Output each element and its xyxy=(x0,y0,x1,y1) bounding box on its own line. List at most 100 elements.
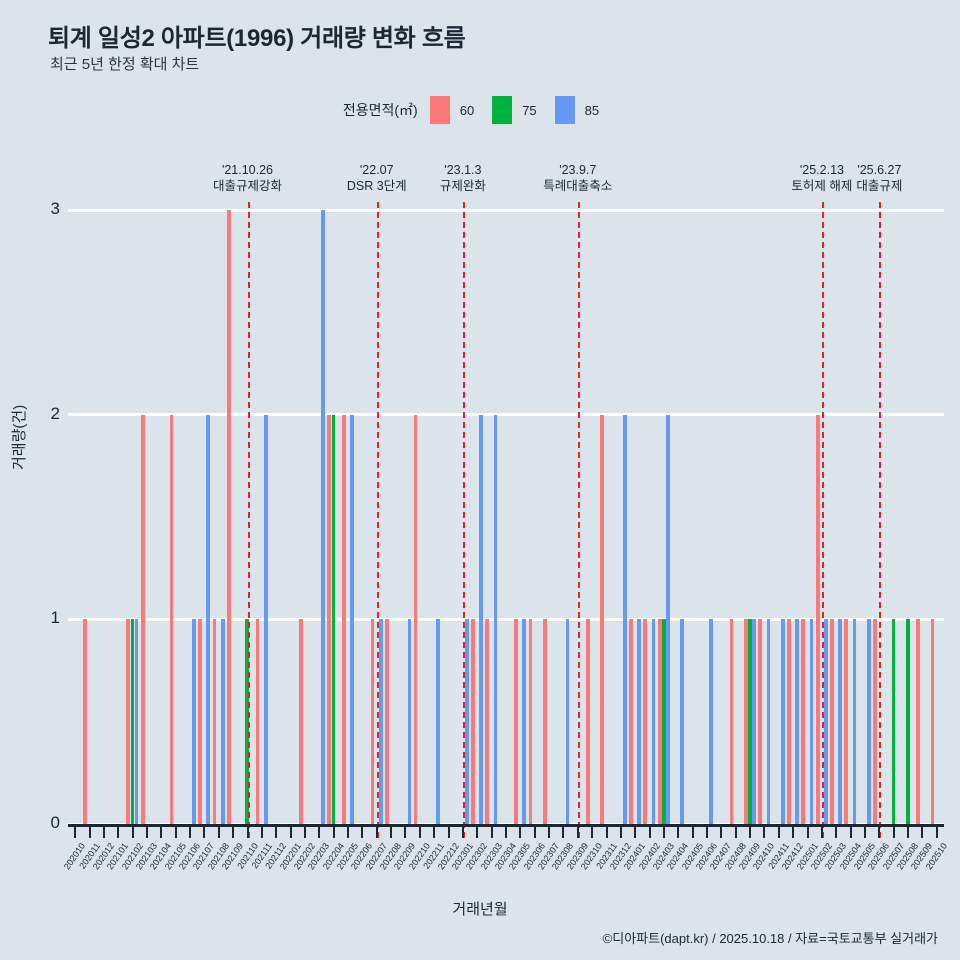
x-tick xyxy=(318,827,321,838)
legend-item-60[interactable]: 60 xyxy=(429,96,474,124)
bar[interactable] xyxy=(126,619,131,824)
legend-swatch-75 xyxy=(492,96,513,124)
bar[interactable] xyxy=(906,619,910,824)
bar[interactable] xyxy=(514,619,518,824)
bar[interactable] xyxy=(873,619,877,824)
x-tick xyxy=(347,827,350,838)
annotation-date: '25.2.13 xyxy=(799,163,844,177)
x-tick xyxy=(131,827,134,838)
x-tick xyxy=(461,827,464,838)
bar[interactable] xyxy=(752,619,756,824)
bar[interactable] xyxy=(130,619,135,824)
bar[interactable] xyxy=(485,619,490,824)
bar[interactable] xyxy=(83,619,88,824)
bar[interactable] xyxy=(661,619,666,824)
bar[interactable] xyxy=(709,619,713,824)
bar[interactable] xyxy=(436,619,441,824)
y-tick-label: 2 xyxy=(50,403,60,423)
legend-label-75: 75 xyxy=(522,102,537,118)
x-axis-title: 거래년월 xyxy=(452,901,508,918)
bar[interactable] xyxy=(226,210,231,824)
bar[interactable] xyxy=(867,619,871,824)
bar[interactable] xyxy=(585,619,590,824)
bar[interactable] xyxy=(815,414,820,824)
x-tick xyxy=(849,827,852,838)
bar[interactable] xyxy=(930,619,935,824)
bar[interactable] xyxy=(407,619,412,824)
bar[interactable] xyxy=(643,619,648,824)
bar[interactable] xyxy=(245,619,250,824)
x-tick xyxy=(576,827,579,838)
legend-item-75[interactable]: 75 xyxy=(492,96,537,124)
annotation-text: 토허제 해제 xyxy=(791,179,853,193)
x-tick xyxy=(447,827,450,838)
annotation-line xyxy=(462,202,465,838)
y-tick-label: 3 xyxy=(50,199,60,218)
bar[interactable] xyxy=(852,619,857,824)
bar[interactable] xyxy=(479,414,484,824)
bar[interactable] xyxy=(916,619,921,824)
bar[interactable] xyxy=(748,619,752,824)
bar[interactable] xyxy=(370,619,375,824)
bar[interactable] xyxy=(787,619,791,824)
x-tick xyxy=(476,827,479,838)
page-subtitle: 최근 5년 한정 확대 차트 xyxy=(50,56,200,73)
bar[interactable] xyxy=(542,619,547,824)
bar[interactable] xyxy=(838,619,843,824)
bar[interactable] xyxy=(198,619,203,824)
bar[interactable] xyxy=(378,619,383,824)
bar[interactable] xyxy=(255,619,260,824)
bar[interactable] xyxy=(809,619,814,824)
bar[interactable] xyxy=(384,619,389,824)
bar[interactable] xyxy=(321,210,326,824)
bar[interactable] xyxy=(206,414,211,824)
bar[interactable] xyxy=(766,619,771,824)
bar[interactable] xyxy=(263,414,268,824)
bar[interactable] xyxy=(637,619,642,824)
bar[interactable] xyxy=(192,619,196,824)
bar[interactable] xyxy=(212,619,217,824)
annotation-line xyxy=(247,202,250,838)
bar[interactable] xyxy=(795,619,800,824)
bar[interactable] xyxy=(743,619,748,824)
bar[interactable] xyxy=(891,619,896,824)
bar[interactable] xyxy=(600,414,605,824)
bar[interactable] xyxy=(169,414,174,824)
bar[interactable] xyxy=(220,619,225,824)
bar[interactable] xyxy=(622,414,627,824)
bar[interactable] xyxy=(758,619,763,824)
bar[interactable] xyxy=(801,619,806,824)
bar[interactable] xyxy=(666,414,670,824)
bar[interactable] xyxy=(331,414,336,824)
bar[interactable] xyxy=(844,619,849,824)
bar[interactable] xyxy=(522,619,527,824)
bar[interactable] xyxy=(651,619,656,824)
x-tick xyxy=(289,827,292,838)
bar[interactable] xyxy=(350,414,354,824)
bar[interactable] xyxy=(780,619,785,824)
bar[interactable] xyxy=(464,619,469,824)
bar[interactable] xyxy=(327,414,332,824)
bar[interactable] xyxy=(493,414,498,824)
legend-item-85[interactable]: 85 xyxy=(554,96,599,124)
bar[interactable] xyxy=(729,619,734,824)
bar[interactable] xyxy=(830,619,834,824)
bar[interactable] xyxy=(413,414,418,824)
bar[interactable] xyxy=(140,414,145,824)
bar[interactable] xyxy=(565,619,570,824)
bar[interactable] xyxy=(629,619,633,824)
bar[interactable] xyxy=(680,619,685,824)
bar[interactable] xyxy=(823,619,828,824)
bar[interactable] xyxy=(134,619,139,824)
bar[interactable] xyxy=(657,619,662,824)
x-tick xyxy=(907,827,910,838)
bar[interactable] xyxy=(528,619,533,824)
x-tick xyxy=(677,827,680,838)
x-tick xyxy=(820,827,823,838)
bar[interactable] xyxy=(471,619,475,824)
bar[interactable] xyxy=(298,619,303,824)
bar[interactable] xyxy=(341,414,346,824)
legend-title: 전용면적(㎡) xyxy=(342,102,418,118)
x-tick xyxy=(935,827,938,838)
annotation-label: '21.10.26 대출규제강화 xyxy=(178,162,318,194)
